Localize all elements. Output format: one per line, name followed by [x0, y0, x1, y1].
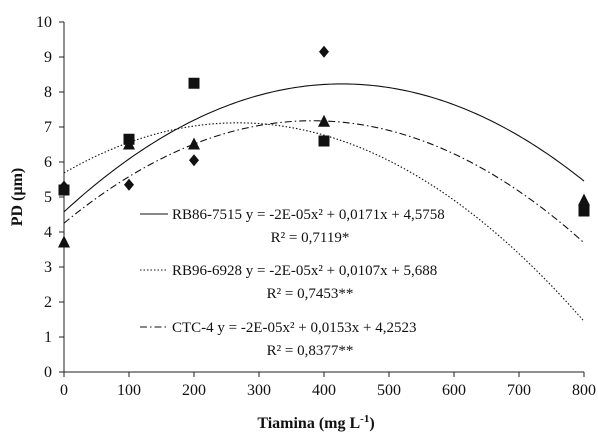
y-tick-label: 10 — [36, 14, 52, 31]
legend-r2-ctc-4: R² = 0,8377** — [267, 343, 354, 359]
x-axis-title-sup: -1 — [360, 413, 369, 425]
fit-line-rb96-6928 — [63, 122, 585, 322]
point-rb96-6928 — [188, 77, 200, 89]
legend-r2-rb96-6928: R² = 0,7453** — [267, 286, 354, 302]
x-tick-label: 800 — [572, 382, 596, 399]
point-ctc-4 — [58, 235, 70, 248]
x-axis-title: Tiamina (mg L-1) — [257, 413, 374, 432]
point-ctc-4 — [318, 114, 330, 127]
legend-r2-rb86-7515: R² = 0,7119* — [271, 230, 350, 246]
x-tick-label: 700 — [507, 382, 531, 399]
point-rb86-7515 — [124, 178, 134, 191]
x-tick-label: 100 — [117, 382, 141, 399]
x-tick-label: 400 — [312, 382, 336, 399]
x-axis-title-main: Tiamina (mg L — [257, 415, 360, 432]
y-tick-label: 5 — [44, 189, 52, 206]
x-axis-title-tail: ) — [369, 415, 374, 432]
point-rb96-6928 — [318, 135, 330, 147]
x-tick-label: 600 — [442, 382, 466, 399]
point-ctc-4 — [188, 137, 200, 150]
point-rb86-7515 — [189, 154, 199, 167]
y-tick-label: 2 — [44, 294, 52, 311]
legend-equation-rb96-6928: RB96-6928 y = -2E-05x² + 0,0107x + 5,688 — [172, 263, 437, 279]
y-tick-label: 9 — [44, 49, 52, 66]
point-rb96-6928 — [58, 184, 70, 196]
y-tick-label: 7 — [44, 119, 52, 136]
point-rb86-7515 — [319, 45, 329, 58]
y-tick-label: 1 — [44, 329, 52, 346]
y-tick-label: 3 — [44, 259, 52, 276]
y-tick-label: 0 — [44, 364, 52, 381]
y-tick-label: 6 — [44, 154, 52, 171]
x-tick-label: 500 — [377, 382, 401, 399]
y-tick-label: 8 — [44, 84, 52, 101]
data-points — [58, 45, 590, 248]
x-tick-label: 300 — [247, 382, 271, 399]
legend-equation-rb86-7515: RB86-7515 y = -2E-05x² + 0,0171x + 4,575… — [172, 207, 445, 223]
x-tick-label: 200 — [182, 382, 206, 399]
point-ctc-4 — [123, 137, 135, 150]
x-tick-label: 0 — [60, 382, 68, 399]
legend-equation-ctc-4: CTC-4 y = -2E-05x² + 0,0153x + 4,2523 — [172, 320, 416, 336]
fit-line-rb86-7515 — [63, 83, 585, 213]
legend: RB86-7515 y = -2E-05x² + 0,0171x + 4,575… — [140, 207, 445, 359]
point-ctc-4 — [578, 193, 590, 206]
y-tick-label: 4 — [44, 224, 52, 241]
point-rb96-6928 — [578, 205, 590, 217]
y-axis-title: PD (µm) — [9, 168, 26, 227]
